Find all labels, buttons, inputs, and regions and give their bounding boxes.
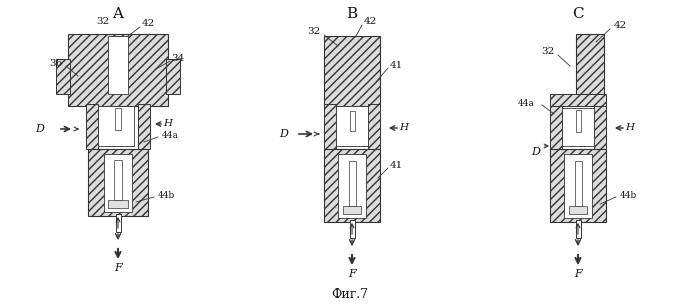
Text: 44b: 44b — [620, 192, 636, 201]
Bar — [571, 206, 585, 215]
Bar — [550, 94, 606, 106]
Bar — [115, 108, 121, 130]
Bar — [116, 214, 120, 232]
Bar — [576, 34, 604, 94]
Text: 42: 42 — [613, 22, 626, 30]
Text: D: D — [531, 147, 540, 157]
Bar — [343, 206, 361, 214]
Bar — [569, 206, 587, 214]
Bar — [324, 149, 380, 222]
Text: 32: 32 — [97, 18, 110, 26]
Text: F: F — [574, 269, 582, 279]
Bar — [573, 132, 583, 142]
Bar — [575, 220, 580, 238]
Text: 44a: 44a — [162, 132, 178, 140]
Text: D: D — [279, 129, 288, 139]
Bar — [138, 104, 150, 149]
Bar — [594, 106, 606, 149]
Text: A: A — [113, 7, 123, 21]
Bar — [324, 36, 380, 106]
Bar — [104, 154, 132, 212]
Bar — [550, 106, 562, 149]
Bar — [68, 34, 168, 106]
Bar — [324, 104, 336, 149]
Bar — [338, 154, 366, 218]
Bar — [166, 59, 180, 94]
Bar — [562, 108, 594, 146]
Bar — [550, 149, 606, 222]
Bar — [56, 59, 70, 94]
Bar — [98, 106, 134, 146]
Bar — [349, 220, 354, 238]
Text: C: C — [572, 7, 584, 21]
Text: D: D — [36, 124, 44, 134]
Bar — [108, 200, 128, 208]
Bar — [368, 104, 380, 149]
Bar — [575, 161, 582, 206]
Bar — [112, 130, 124, 142]
Bar — [575, 110, 580, 132]
Text: 36: 36 — [50, 60, 62, 68]
Bar — [349, 111, 354, 131]
Bar — [114, 160, 122, 200]
Text: 44b: 44b — [158, 192, 174, 201]
Text: 42: 42 — [363, 18, 377, 26]
Text: Фиг.7: Фиг.7 — [332, 288, 368, 300]
Text: 41: 41 — [389, 161, 402, 171]
Bar — [349, 161, 356, 206]
Text: 41: 41 — [389, 61, 402, 71]
Text: F: F — [114, 263, 122, 273]
Text: F: F — [348, 269, 356, 279]
Text: 44a: 44a — [517, 99, 534, 109]
Bar — [345, 206, 359, 215]
Text: H: H — [164, 119, 172, 129]
Text: H: H — [626, 123, 634, 133]
Text: B: B — [346, 7, 358, 21]
Bar — [110, 199, 126, 209]
Text: 42: 42 — [141, 19, 155, 29]
Bar — [88, 149, 148, 216]
Bar — [336, 106, 368, 146]
Bar — [86, 104, 98, 149]
Text: 32: 32 — [307, 27, 321, 36]
Text: 32: 32 — [541, 47, 554, 57]
Bar — [564, 154, 592, 218]
Text: H: H — [400, 123, 409, 133]
Text: 34: 34 — [172, 54, 185, 64]
Bar — [347, 131, 357, 141]
Bar — [108, 36, 128, 94]
